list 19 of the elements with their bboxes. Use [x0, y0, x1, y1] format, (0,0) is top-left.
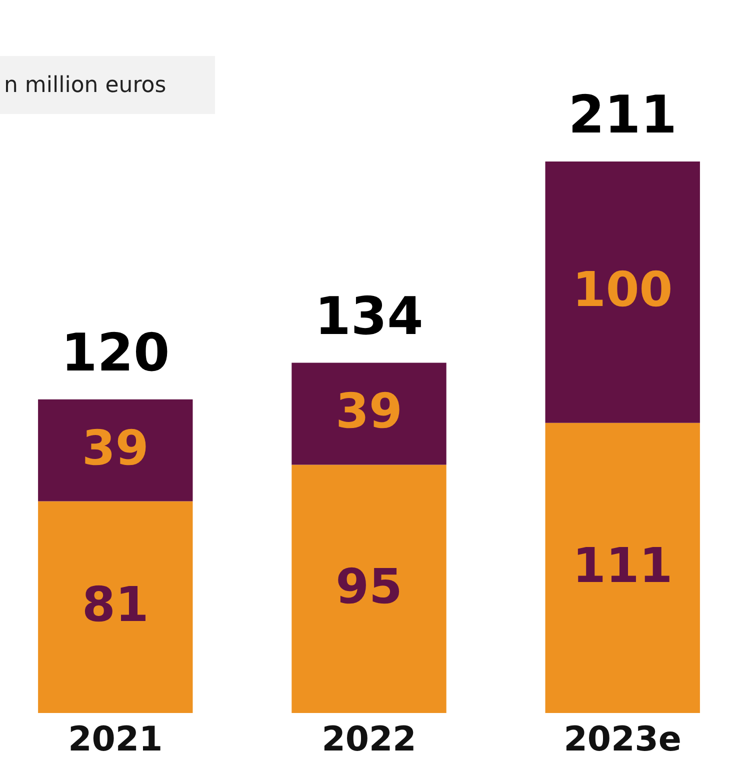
data-label: 39: [82, 420, 149, 476]
bar: [545, 162, 700, 423]
bar: [292, 362, 446, 465]
x-tick-label: 2021: [68, 720, 163, 760]
total-label: 134: [314, 286, 424, 347]
text: n million euros: [0, 56, 215, 114]
bar: [545, 422, 700, 713]
x-tick-label: 2022: [322, 720, 416, 760]
bar: [292, 464, 446, 713]
bar: [38, 399, 193, 502]
total-label: 211: [568, 86, 677, 146]
total-label: 120: [61, 323, 170, 384]
data-label: 111: [572, 538, 673, 594]
data-label: 100: [572, 262, 673, 318]
bar: [38, 501, 193, 713]
x-tick-label: 2023e: [564, 720, 682, 760]
data-label: 95: [336, 558, 402, 615]
data-label: 39: [336, 384, 402, 440]
data-label: 81: [82, 577, 149, 634]
